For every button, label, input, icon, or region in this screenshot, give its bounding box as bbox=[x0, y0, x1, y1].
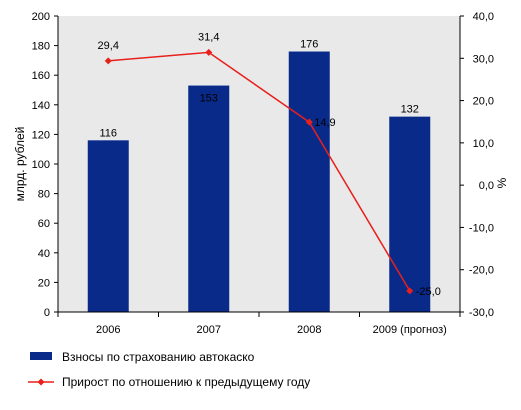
legend-bar-label: Взносы по страхованию автокаско bbox=[62, 350, 255, 364]
growth-value-label: 29,4 bbox=[98, 40, 119, 52]
y-right-tick-label: 0,0 bbox=[479, 180, 494, 192]
y-left-tick-label: 200 bbox=[32, 11, 50, 23]
x-tick-label: 2007 bbox=[197, 324, 221, 336]
x-tick-label: 2006 bbox=[96, 324, 120, 336]
bar-value-label: 116 bbox=[99, 127, 117, 139]
growth-value-label: -25,0 bbox=[416, 286, 441, 298]
bar-2006 bbox=[87, 140, 129, 312]
legend-bar-swatch bbox=[30, 352, 52, 360]
x-tick-label: 2009 (прогноз) bbox=[373, 324, 447, 336]
bar-2007 bbox=[188, 85, 230, 312]
bar-value-label: 153 bbox=[200, 93, 218, 105]
y-left-tick-label: 120 bbox=[32, 129, 50, 141]
y-left-tick-label: 140 bbox=[32, 100, 50, 112]
y-right-tick-label: -30,0 bbox=[469, 307, 494, 319]
y-left-tick-label: 100 bbox=[32, 159, 50, 171]
y-left-tick-label: 40 bbox=[38, 248, 50, 260]
y-left-tick-label: 20 bbox=[38, 277, 50, 289]
y-right-tick-label: 40,0 bbox=[473, 11, 494, 23]
bar-value-label: 176 bbox=[300, 39, 318, 51]
y-left-tick-label: 80 bbox=[38, 189, 50, 201]
y-right-tick-label: 20,0 bbox=[473, 96, 494, 108]
bar-2008 bbox=[288, 51, 330, 313]
y-right-tick-label: 30,0 bbox=[473, 53, 494, 65]
y-right-tick-label: 10,0 bbox=[473, 138, 494, 150]
growth-value-label: 14,9 bbox=[314, 117, 335, 129]
legend: Взносы по страхованию автокаско Прирост п… bbox=[28, 350, 310, 389]
axes: 0 20 40 60 80 100 120 140 160 180 200 -30,0 -20,0 -10… bbox=[32, 11, 494, 336]
y-axis-left-title: млрд. рублей bbox=[13, 127, 27, 202]
y-left-tick-label: 180 bbox=[32, 41, 50, 53]
legend-line-label: Прирост по отношению к предыдущему году bbox=[62, 375, 310, 389]
y-left-tick-label: 160 bbox=[32, 70, 50, 82]
bar-value-label: 132 bbox=[401, 104, 419, 116]
line-series bbox=[104, 48, 414, 295]
y-right-tick-label: -10,0 bbox=[469, 222, 494, 234]
growth-marker bbox=[104, 57, 112, 65]
growth-value-label: 31,4 bbox=[198, 31, 219, 43]
data-labels: 116 153 176 132 29,4 31,4 14,9 -25,0 bbox=[98, 31, 441, 297]
y-axis-right-title: % bbox=[495, 177, 509, 188]
y-right-tick-label: -20,0 bbox=[469, 265, 494, 277]
y-left-tick-label: 0 bbox=[44, 307, 50, 319]
legend-line-marker bbox=[37, 378, 45, 386]
x-tick-label: 2008 bbox=[297, 324, 321, 336]
growth-marker bbox=[305, 118, 313, 126]
bar-series bbox=[87, 51, 431, 313]
growth-line bbox=[108, 51, 411, 292]
y-left-tick-label: 60 bbox=[38, 218, 50, 230]
growth-marker bbox=[205, 48, 213, 56]
bar-2009 bbox=[389, 116, 431, 312]
growth-marker bbox=[406, 287, 414, 295]
